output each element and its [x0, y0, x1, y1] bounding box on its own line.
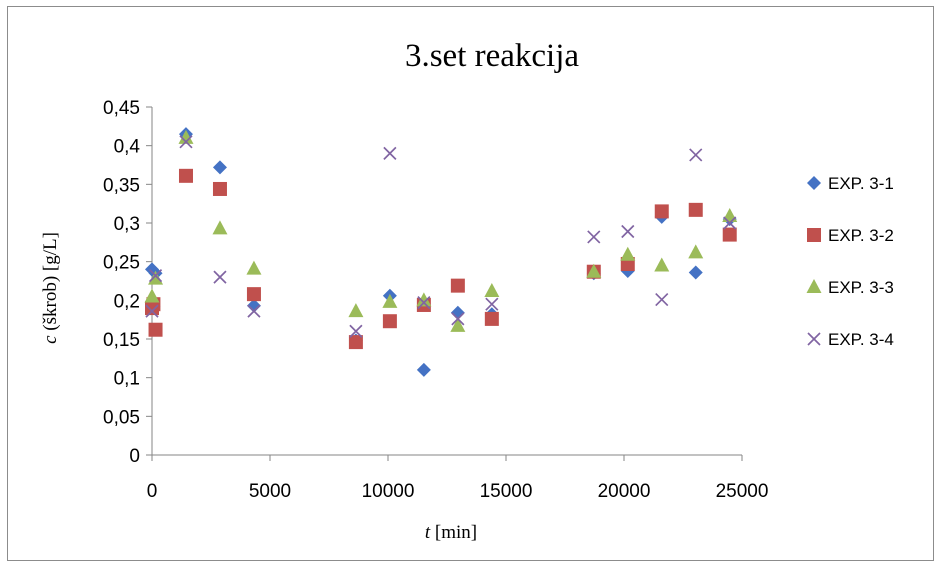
data-point-series-4	[145, 304, 159, 318]
legend-marker-series-1	[807, 176, 821, 190]
data-point-series-1	[212, 160, 227, 175]
plot-points	[144, 127, 738, 377]
chart-legend: EXP. 3-1 EXP. 3-2 EXP. 3-3 EXP. 3-4	[806, 174, 894, 349]
x-axis-ticks: 0 5000 10000 15000 20000 25000	[147, 455, 769, 502]
data-point-series-3	[450, 317, 466, 332]
data-point-series-4	[179, 135, 193, 149]
x-tick-label: 15000	[480, 481, 533, 502]
legend-marker-series-4	[807, 332, 821, 346]
x-tick-label: 0	[147, 481, 158, 502]
data-point-series-4	[247, 304, 261, 318]
x-tick-label: 25000	[716, 481, 769, 502]
y-tick-label: 0,35	[103, 175, 140, 196]
chart-title: 3.set reakcija	[405, 38, 579, 74]
data-point-series-4	[417, 296, 431, 310]
y-axis-ticks: 0 0,05 0,1 0,15 0,2 0,25 0,3 0,35 0,4 0,45	[103, 98, 152, 467]
data-point-series-3	[246, 260, 262, 275]
y-tick-label: 0,25	[103, 253, 140, 274]
data-point-series-4	[148, 268, 163, 283]
y-axis-variable: c	[40, 335, 61, 344]
data-point-series-4	[723, 216, 737, 230]
legend-label-series-2: EXP. 3-2	[828, 226, 894, 245]
y-axis-unit: (škrob) [g/L]	[40, 232, 61, 335]
data-point-series-2	[246, 287, 261, 302]
data-point-series-4	[621, 224, 635, 239]
y-tick-label: 0,3	[114, 214, 140, 235]
data-point-series-3	[654, 257, 670, 272]
data-point-series-2	[654, 204, 669, 219]
legend-marker-series-2	[807, 228, 821, 242]
y-tick-label: 0,4	[114, 137, 141, 158]
data-point-series-1	[246, 298, 261, 313]
data-point-series-3	[348, 303, 364, 318]
data-point-series-2	[178, 168, 193, 183]
y-tick-label: 0,05	[103, 407, 140, 428]
y-tick-label: 0,2	[114, 291, 140, 312]
data-point-series-3	[144, 288, 160, 303]
data-point-series-4	[349, 324, 363, 338]
x-axis-label: t [min]	[425, 522, 477, 543]
data-point-series-3	[484, 283, 500, 298]
legend-label-series-1: EXP. 3-1	[828, 174, 894, 193]
data-point-series-3	[212, 220, 228, 235]
legend-label-series-4: EXP. 3-4	[828, 330, 894, 349]
data-point-series-4	[587, 230, 601, 244]
y-tick-label: 0	[129, 446, 140, 467]
data-point-series-3	[620, 246, 636, 261]
data-point-series-4	[383, 146, 397, 161]
y-axis-label: c (škrob) [g/L]	[40, 232, 61, 344]
x-tick-label: 5000	[249, 481, 291, 502]
data-point-series-3	[722, 208, 738, 223]
y-tick-label: 0,15	[103, 330, 140, 351]
data-point-series-4	[655, 292, 669, 307]
x-axis-unit: [min]	[430, 522, 477, 543]
data-point-series-3	[148, 270, 164, 285]
data-point-series-2	[688, 202, 703, 217]
x-tick-label: 10000	[362, 481, 415, 502]
data-point-series-4	[451, 312, 465, 326]
data-point-series-2	[212, 181, 227, 196]
legend-marker-series-3	[806, 279, 822, 293]
data-point-series-3	[416, 292, 432, 307]
data-point-series-4	[689, 148, 703, 162]
data-point-series-2	[348, 335, 363, 350]
legend-label-series-3: EXP. 3-3	[828, 278, 894, 297]
data-point-series-2	[722, 227, 737, 242]
data-point-series-2	[450, 278, 465, 293]
data-point-series-3	[382, 293, 398, 308]
data-point-series-1	[688, 265, 703, 280]
data-point-series-3	[688, 244, 704, 259]
x-tick-label: 20000	[598, 481, 651, 502]
data-point-series-3	[178, 129, 194, 144]
x-axis-variable: t	[425, 522, 431, 543]
data-point-series-2	[148, 322, 163, 337]
y-tick-label: 0,45	[103, 98, 140, 119]
y-tick-label: 0,1	[114, 369, 140, 390]
data-point-series-2	[382, 314, 397, 329]
data-point-series-4	[213, 270, 227, 284]
data-point-series-4	[485, 297, 499, 311]
data-point-series-1	[450, 305, 465, 320]
data-point-series-1	[416, 362, 431, 377]
data-point-series-3	[586, 263, 602, 278]
data-point-series-2	[484, 311, 499, 326]
